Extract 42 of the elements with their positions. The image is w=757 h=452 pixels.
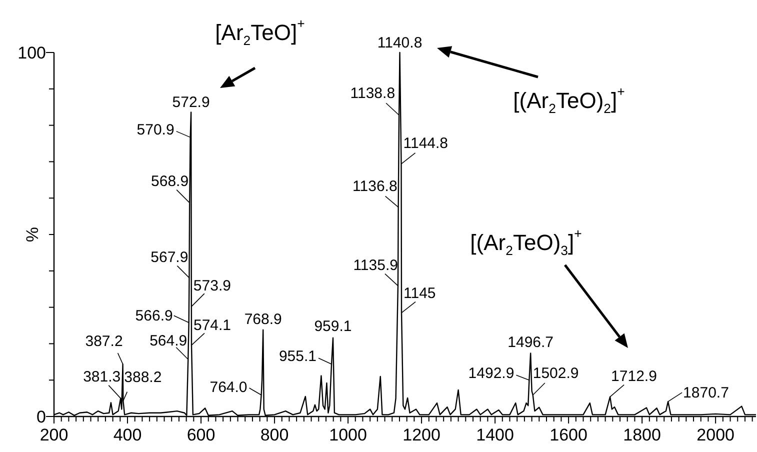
x-tick-label: 1800 [623,426,661,444]
annotation: 955.1 [278,348,317,366]
x-tick-label: 600 [186,426,216,444]
annotation: 959.1 [314,318,352,335]
annotation: 1496.7 [508,334,554,352]
x-tick-label: 200 [40,426,68,444]
y-tick-label: 100 [18,44,46,62]
annotation: 387.2 [85,333,123,350]
x-tick-label: 1600 [550,426,588,444]
annotation: 1492.9 [468,365,514,382]
x-tick-label: 2000 [696,426,734,444]
annotation: 567.9 [150,248,188,266]
annotation: 768.9 [244,310,282,328]
x-tick-label: 1200 [402,426,440,444]
annotation: 1502.9 [532,365,579,382]
annotation: 570.9 [136,121,174,138]
annotation: 388.2 [124,368,162,386]
annotation: [(Ar$_{2}$TeO)$_{3}$]$^{+}$ [470,226,582,258]
y-tick-label: 0 [36,408,46,426]
annotation: 381.3 [83,368,121,386]
annotation: 764.0 [210,379,248,396]
annotation: 1145 [404,284,436,302]
y-axis-title: % [23,226,42,242]
annotation: 1135.9 [353,256,398,274]
annotation: 1144.8 [403,134,448,152]
annotation: 566.9 [135,308,173,325]
text: [Ar$_{2}$TeO]$^{+}$ [215,16,306,48]
annotation: 1136.8 [352,178,398,196]
annotation: 573.9 [193,278,231,295]
x-tick-label: 800 [260,426,289,444]
x-tick-label: 400 [113,426,142,444]
annotation: 568.9 [151,172,189,190]
annotation: 1712.9 [611,368,657,385]
annotation: 1870.7 [683,384,729,402]
annotation: 1140.8 [377,34,422,52]
annotation: 572.9 [172,94,210,112]
x-tick-label: 1400 [476,426,514,444]
annotation: 1138.8 [350,85,396,102]
annotation: 564.9 [150,332,188,350]
annotation: [(Ar$_{2}$TeO)$_{2}$]$^{+}$ [513,84,626,116]
annotation: 574.1 [193,317,232,334]
x-tick-label: 1000 [329,426,367,444]
